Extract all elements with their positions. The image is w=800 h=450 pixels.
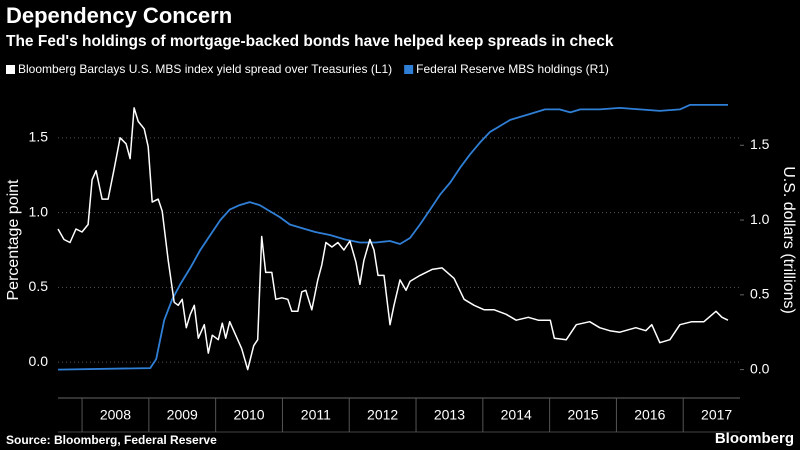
legend-swatch	[404, 65, 414, 74]
x-tick-label: 2011	[301, 407, 331, 423]
x-tick-label: 2016	[634, 407, 665, 423]
x-tick-label: 2008	[100, 407, 131, 423]
brand: Bloomberg	[715, 430, 794, 447]
x-tick-label: 2015	[567, 407, 598, 423]
x-tick-label: 2017	[701, 407, 732, 423]
x-tick-label: 2010	[233, 407, 264, 423]
y2-tick-label: 0.0	[750, 360, 770, 376]
x-tick-label: 2014	[501, 407, 532, 423]
y-tick-label: 1.0	[29, 203, 49, 219]
y2-tick-label: 0.5	[750, 286, 770, 302]
legend-label: Federal Reserve MBS holdings (R1)	[416, 62, 609, 76]
y-tick-label: 1.5	[29, 129, 49, 145]
legend-label: Bloomberg Barclays U.S. MBS index yield …	[18, 62, 392, 76]
source: Source: Bloomberg, Federal Reserve	[6, 433, 217, 447]
y2-tick-label: 1.5	[750, 136, 770, 152]
x-tick-label: 2012	[367, 407, 398, 423]
y-tick-label: 0.0	[29, 353, 49, 369]
y-axis-label: Percentage point	[5, 179, 22, 301]
y2-axis-label: U.S. dollars (trillions)	[780, 166, 797, 314]
legend-swatch	[6, 65, 15, 74]
chart-title: Dependency Concern	[6, 3, 232, 28]
line-series	[57, 104, 728, 371]
y-tick-label: 0.5	[29, 278, 49, 294]
x-tick-label: 2009	[167, 407, 198, 423]
line-series	[57, 107, 729, 371]
x-tick-label: 2013	[434, 407, 465, 423]
y2-tick-label: 1.0	[750, 211, 770, 227]
chart-subtitle: The Fed's holdings of mortgage-backed bo…	[6, 33, 614, 50]
